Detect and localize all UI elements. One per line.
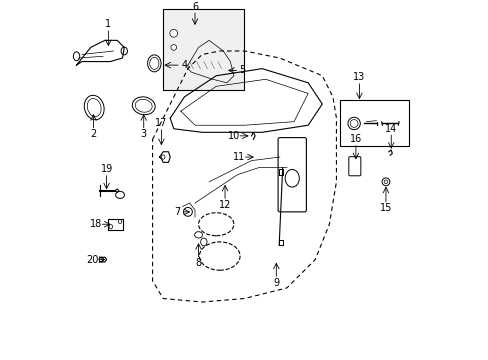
Text: 6: 6 — [191, 2, 198, 12]
Text: 9: 9 — [273, 278, 279, 288]
Bar — [339, 100, 408, 147]
Ellipse shape — [109, 225, 112, 229]
Text: 12: 12 — [219, 200, 231, 210]
Ellipse shape — [183, 207, 192, 216]
Text: 11: 11 — [233, 152, 245, 162]
Text: 1: 1 — [105, 19, 111, 30]
Text: 5: 5 — [239, 66, 245, 76]
Text: 16: 16 — [349, 134, 361, 144]
Ellipse shape — [73, 52, 80, 61]
Ellipse shape — [384, 180, 387, 184]
Ellipse shape — [99, 257, 103, 262]
Ellipse shape — [84, 95, 104, 120]
Ellipse shape — [161, 155, 164, 159]
Bar — [163, 9, 244, 90]
Text: 4: 4 — [181, 60, 187, 70]
Text: 18: 18 — [90, 219, 102, 229]
Text: 20: 20 — [86, 255, 99, 265]
Ellipse shape — [147, 55, 161, 72]
Ellipse shape — [149, 57, 159, 69]
Text: 19: 19 — [100, 165, 113, 175]
Ellipse shape — [118, 219, 122, 224]
Ellipse shape — [285, 170, 299, 187]
Text: 7: 7 — [174, 207, 180, 217]
Text: 3: 3 — [141, 129, 146, 139]
Ellipse shape — [171, 45, 176, 50]
Ellipse shape — [87, 99, 101, 117]
Text: 10: 10 — [227, 131, 240, 141]
FancyBboxPatch shape — [348, 157, 360, 176]
Ellipse shape — [132, 97, 155, 115]
FancyBboxPatch shape — [278, 138, 306, 212]
Ellipse shape — [381, 178, 389, 186]
Ellipse shape — [349, 120, 357, 127]
Text: 8: 8 — [195, 258, 201, 268]
Ellipse shape — [135, 99, 152, 112]
Text: 14: 14 — [385, 124, 397, 134]
Text: 15: 15 — [379, 203, 391, 213]
Ellipse shape — [169, 30, 177, 37]
Ellipse shape — [194, 232, 202, 238]
Text: 13: 13 — [352, 72, 365, 82]
Text: 17: 17 — [155, 118, 167, 129]
Ellipse shape — [115, 192, 124, 198]
Ellipse shape — [199, 242, 240, 270]
Ellipse shape — [200, 238, 206, 246]
Ellipse shape — [198, 213, 233, 236]
Ellipse shape — [347, 117, 360, 130]
Text: 2: 2 — [90, 129, 97, 139]
Ellipse shape — [121, 47, 127, 55]
